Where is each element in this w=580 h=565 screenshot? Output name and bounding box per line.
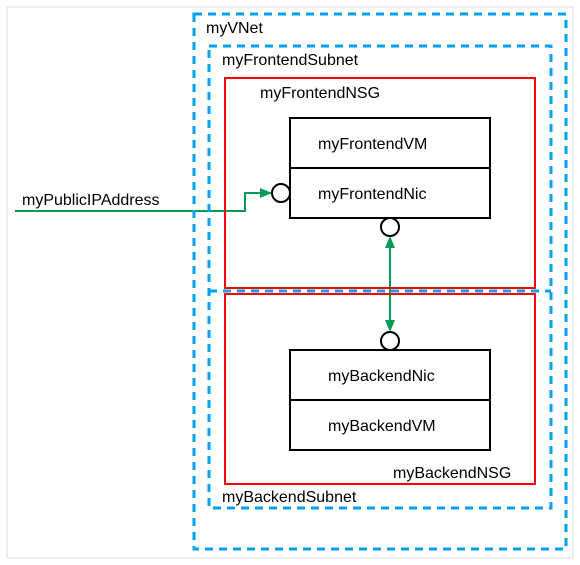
frontend-nic-box-label: myFrontendNic	[318, 186, 426, 203]
backend-nsg-label: myBackendNSG	[393, 465, 511, 482]
arrowhead	[385, 320, 395, 332]
frontend-vm-box-label: myFrontendVM	[318, 136, 427, 153]
backend-subnet-label: myBackendSubnet	[222, 489, 357, 506]
backend-nic-port-top	[381, 332, 399, 350]
public-ip-label: myPublicIPAddress	[22, 192, 160, 209]
arrowhead	[385, 236, 395, 248]
frontend-subnet-label: myFrontendSubnet	[222, 52, 359, 69]
vnet-label: myVNet	[206, 20, 263, 37]
frontend-nsg-label: myFrontendNSG	[260, 85, 380, 102]
frontend-nic-port-bottom	[381, 218, 399, 236]
frontend-nic-port-left	[272, 184, 290, 202]
backend-vm-box-label: myBackendVM	[328, 418, 436, 435]
arrowhead	[260, 188, 272, 198]
backend-nic-box-label: myBackendNic	[328, 368, 435, 385]
